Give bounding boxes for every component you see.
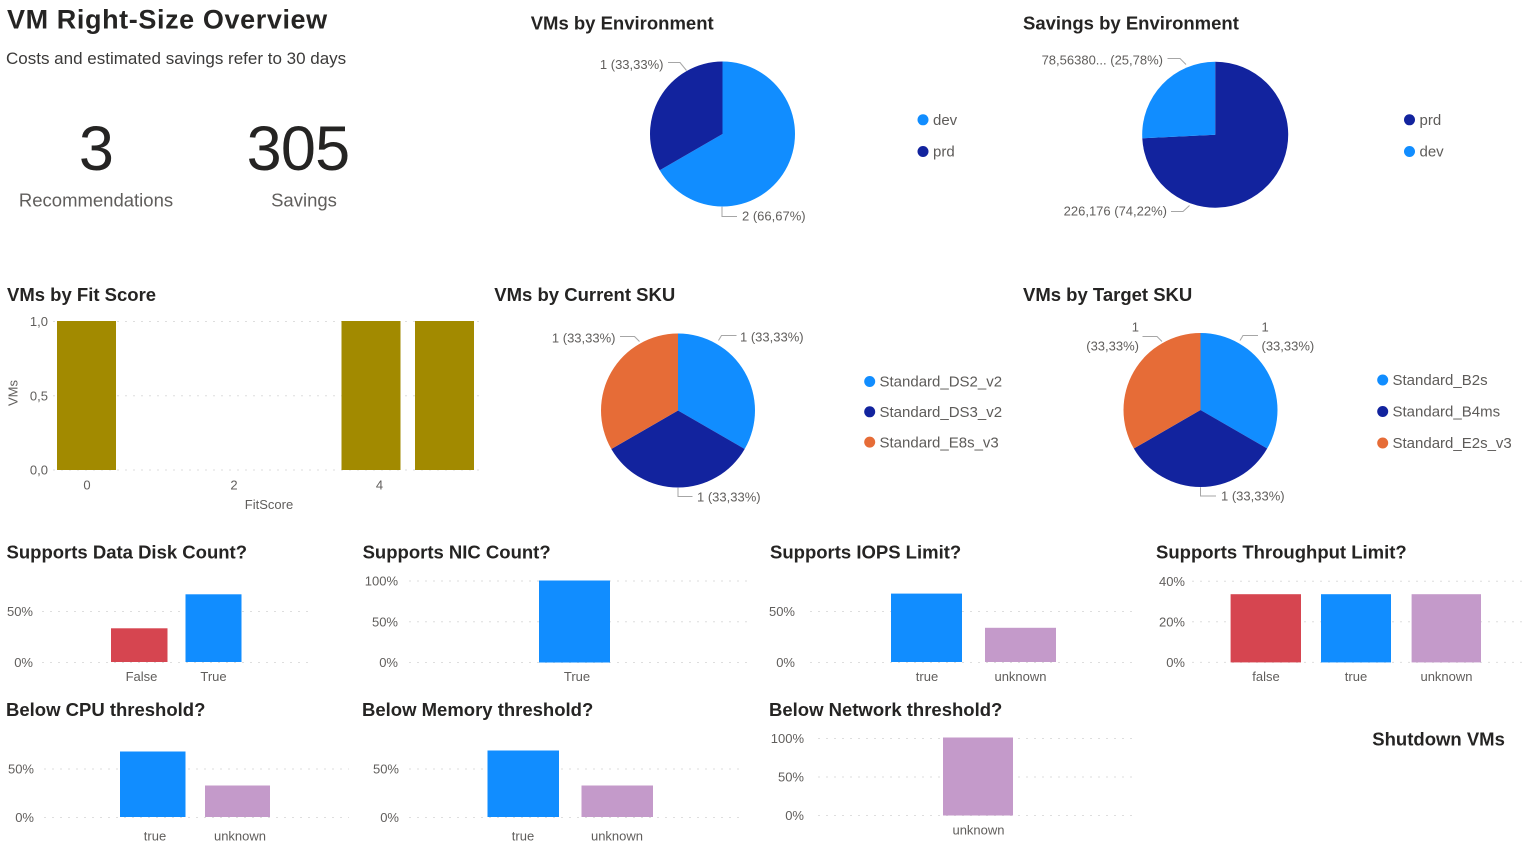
svg-text:2 (66,67%): 2 (66,67%) bbox=[742, 208, 806, 223]
svg-text:Below Memory threshold?: Below Memory threshold? bbox=[362, 699, 593, 720]
svg-text:0%: 0% bbox=[379, 655, 398, 670]
svg-text:Supports Throughput Limit?: Supports Throughput Limit? bbox=[1156, 542, 1407, 563]
svg-text:VMs by Environment: VMs by Environment bbox=[531, 13, 714, 34]
svg-text:dev: dev bbox=[933, 112, 958, 129]
svg-text:1 (33,33%): 1 (33,33%) bbox=[1221, 489, 1285, 504]
svg-text:VM Right-Size Overview: VM Right-Size Overview bbox=[7, 5, 328, 35]
svg-text:true: true bbox=[1345, 669, 1367, 684]
svg-text:Supports IOPS Limit?: Supports IOPS Limit? bbox=[770, 542, 961, 563]
svg-text:dev: dev bbox=[1420, 144, 1445, 161]
svg-text:VMs by Current SKU: VMs by Current SKU bbox=[494, 284, 675, 305]
svg-text:0%: 0% bbox=[776, 655, 795, 670]
svg-text:0%: 0% bbox=[15, 810, 34, 825]
svg-text:1 (33,33%): 1 (33,33%) bbox=[600, 57, 664, 72]
svg-text:false: false bbox=[1252, 669, 1279, 684]
svg-text:Recommendations: Recommendations bbox=[19, 190, 173, 211]
svg-text:50%: 50% bbox=[778, 770, 804, 785]
svg-text:0%: 0% bbox=[380, 810, 399, 825]
svg-text:50%: 50% bbox=[372, 614, 398, 629]
svg-text:78,56380... (25,78%): 78,56380... (25,78%) bbox=[1042, 52, 1163, 67]
svg-text:VMs by Fit Score: VMs by Fit Score bbox=[7, 284, 156, 305]
svg-text:40%: 40% bbox=[1159, 574, 1185, 589]
svg-text:Shutdown VMs: Shutdown VMs bbox=[1372, 729, 1505, 750]
svg-text:true: true bbox=[916, 669, 938, 684]
svg-text:VMs by Target SKU: VMs by Target SKU bbox=[1023, 284, 1192, 305]
svg-text:prd: prd bbox=[1420, 112, 1442, 129]
svg-text:20%: 20% bbox=[1159, 615, 1185, 630]
svg-text:true: true bbox=[512, 829, 534, 844]
svg-text:unknown: unknown bbox=[952, 822, 1004, 837]
svg-text:True: True bbox=[200, 669, 226, 684]
svg-text:Costs and estimated savings re: Costs and estimated savings refer to 30 … bbox=[6, 49, 346, 68]
svg-text:50%: 50% bbox=[373, 762, 399, 777]
svg-text:50%: 50% bbox=[8, 762, 34, 777]
svg-text:50%: 50% bbox=[769, 604, 795, 619]
svg-text:Standard_B4ms: Standard_B4ms bbox=[1393, 404, 1501, 421]
svg-text:Standard_DS3_v2: Standard_DS3_v2 bbox=[880, 404, 1003, 421]
svg-text:0%: 0% bbox=[14, 655, 33, 670]
svg-text:Standard_DS2_v2: Standard_DS2_v2 bbox=[880, 374, 1003, 391]
svg-text:FitScore: FitScore bbox=[245, 497, 293, 512]
svg-text:1: 1 bbox=[1132, 320, 1139, 335]
svg-text:Savings by Environment: Savings by Environment bbox=[1023, 13, 1239, 34]
svg-text:Below Network threshold?: Below Network threshold? bbox=[769, 699, 1002, 720]
svg-text:unknown: unknown bbox=[994, 669, 1046, 684]
svg-text:true: true bbox=[144, 829, 166, 844]
svg-text:50%: 50% bbox=[7, 604, 33, 619]
svg-text:Standard_B2s: Standard_B2s bbox=[1393, 372, 1488, 389]
svg-text:True: True bbox=[564, 669, 590, 684]
svg-text:0,0: 0,0 bbox=[30, 463, 48, 478]
svg-text:100%: 100% bbox=[365, 574, 399, 589]
svg-text:1 (33,33%): 1 (33,33%) bbox=[552, 331, 616, 346]
svg-text:0: 0 bbox=[83, 478, 90, 493]
svg-text:Standard_E2s_v3: Standard_E2s_v3 bbox=[1393, 435, 1512, 452]
svg-text:1,0: 1,0 bbox=[30, 314, 48, 329]
svg-text:unknown: unknown bbox=[591, 829, 643, 844]
svg-text:3: 3 bbox=[79, 114, 113, 184]
svg-text:(33,33%): (33,33%) bbox=[1086, 339, 1139, 354]
svg-text:unknown: unknown bbox=[214, 829, 266, 844]
svg-text:0%: 0% bbox=[785, 808, 804, 823]
svg-text:1: 1 bbox=[1262, 320, 1269, 335]
svg-text:prd: prd bbox=[933, 144, 955, 161]
svg-text:Supports NIC Count?: Supports NIC Count? bbox=[363, 542, 551, 563]
svg-text:1 (33,33%): 1 (33,33%) bbox=[740, 330, 804, 345]
svg-text:unknown: unknown bbox=[1420, 669, 1472, 684]
svg-text:2: 2 bbox=[230, 478, 237, 493]
svg-text:Below CPU threshold?: Below CPU threshold? bbox=[6, 699, 205, 720]
svg-text:100%: 100% bbox=[771, 731, 805, 746]
svg-text:0,5: 0,5 bbox=[30, 389, 48, 404]
svg-text:Standard_E8s_v3: Standard_E8s_v3 bbox=[880, 434, 999, 451]
svg-text:VMs: VMs bbox=[6, 380, 21, 407]
svg-text:1 (33,33%): 1 (33,33%) bbox=[697, 490, 761, 505]
svg-text:(33,33%): (33,33%) bbox=[1262, 339, 1315, 354]
svg-text:False: False bbox=[126, 669, 158, 684]
svg-text:4: 4 bbox=[376, 478, 383, 493]
svg-text:305: 305 bbox=[247, 114, 350, 184]
svg-text:0%: 0% bbox=[1166, 655, 1185, 670]
svg-text:Supports Data Disk Count?: Supports Data Disk Count? bbox=[7, 542, 248, 563]
svg-text:226,176 (74,22%): 226,176 (74,22%) bbox=[1064, 204, 1167, 219]
svg-text:Savings: Savings bbox=[271, 190, 337, 211]
